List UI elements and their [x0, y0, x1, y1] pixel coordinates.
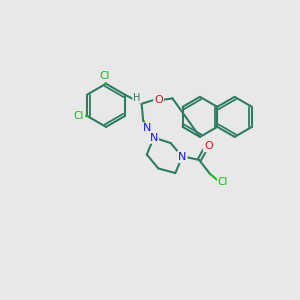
Text: N: N: [178, 152, 186, 162]
Text: Cl: Cl: [99, 71, 110, 81]
Text: Cl: Cl: [218, 177, 228, 187]
Text: N: N: [150, 133, 158, 142]
Text: O: O: [204, 141, 213, 151]
Text: N: N: [143, 123, 151, 134]
Text: Cl: Cl: [74, 111, 84, 121]
Text: H: H: [133, 93, 141, 103]
Text: O: O: [154, 95, 163, 105]
